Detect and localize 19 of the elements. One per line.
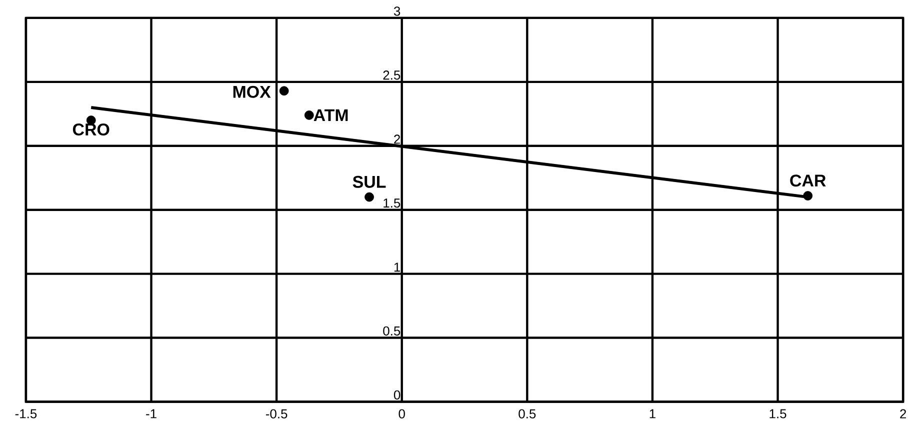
x-tick-label: -0.5 bbox=[266, 409, 288, 418]
x-tick-label: 1 bbox=[650, 409, 656, 418]
annotation: CRO bbox=[72, 123, 110, 136]
y-tick-label: 2 bbox=[394, 134, 400, 144]
x-tick-label: -1 bbox=[146, 409, 156, 418]
y-tick-label: 2.5 bbox=[383, 70, 400, 80]
x-tick-label: 2 bbox=[900, 409, 906, 418]
y-tick-label: 0 bbox=[394, 390, 400, 400]
annotation: SUL bbox=[352, 176, 386, 188]
annotation: ATM bbox=[314, 109, 348, 121]
annotation: MOX bbox=[233, 86, 271, 98]
annotation: CAR bbox=[790, 174, 826, 187]
x-tick-label: -1.5 bbox=[15, 409, 37, 418]
y-tick-label: 3 bbox=[394, 6, 400, 16]
y-tick-label: 1 bbox=[394, 262, 400, 272]
x-tick-label: 0.5 bbox=[518, 409, 536, 418]
y-tick-label: 0.5 bbox=[383, 326, 400, 336]
y-tick-label: 1.5 bbox=[384, 198, 400, 208]
x-tick-label: 1.5 bbox=[770, 409, 786, 418]
